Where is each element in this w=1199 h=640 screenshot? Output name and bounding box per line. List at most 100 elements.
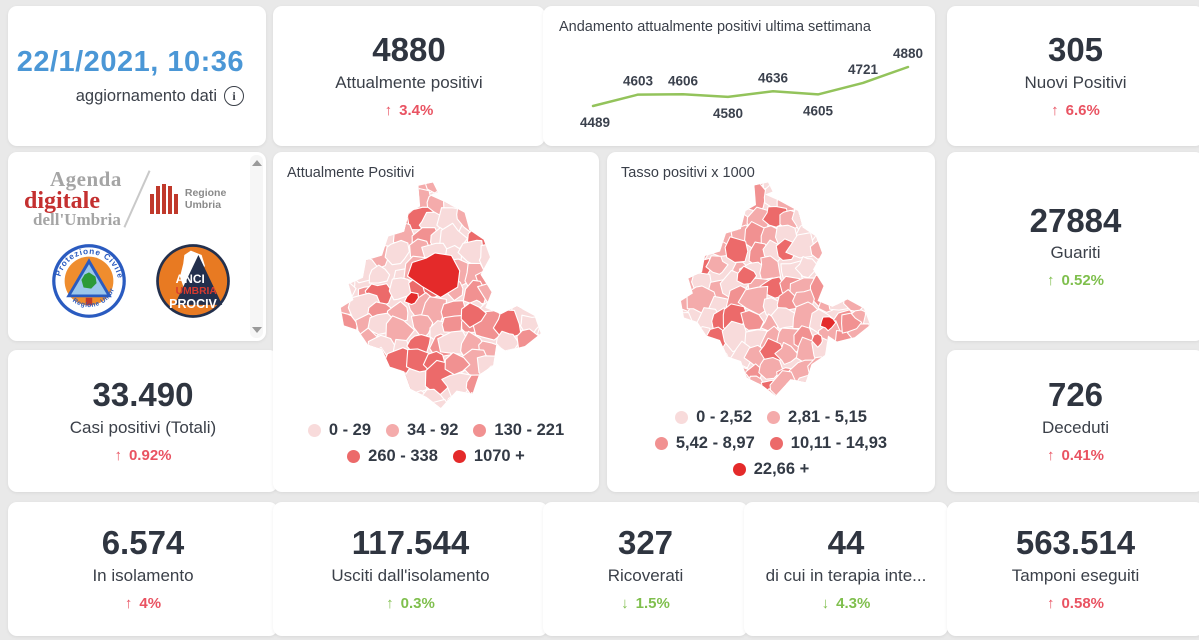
municipality-region[interactable] [531,331,562,362]
municipality-region[interactable] [690,181,709,191]
municipality-region[interactable] [712,392,734,406]
municipality-region[interactable] [711,204,737,229]
municipality-region[interactable] [314,369,342,402]
municipality-region[interactable] [482,390,503,416]
municipality-region[interactable] [514,373,536,400]
municipality-region[interactable] [819,316,837,332]
municipality-region[interactable] [705,255,729,275]
municipality-region[interactable] [722,394,748,406]
municipality-region[interactable] [754,388,785,406]
municipality-region[interactable] [696,210,718,233]
municipality-region[interactable] [462,189,486,215]
municipality-region[interactable] [833,241,854,263]
municipality-region[interactable] [846,347,871,370]
municipality-region[interactable] [338,181,363,191]
municipality-region[interactable] [671,373,693,401]
municipality-region[interactable] [724,236,749,263]
municipality-region[interactable] [351,181,375,188]
municipality-region[interactable] [684,214,713,250]
municipality-region[interactable] [712,359,733,390]
municipality-region[interactable] [357,409,379,419]
municipality-region[interactable] [785,232,816,259]
municipality-region[interactable] [476,355,498,380]
municipality-region[interactable] [517,205,541,229]
municipality-region[interactable] [370,371,393,396]
municipality-region[interactable] [826,259,860,288]
municipality-region[interactable] [794,255,819,279]
municipality-region[interactable] [501,242,523,264]
municipality-region[interactable] [334,240,356,262]
municipality-region[interactable] [852,379,870,398]
municipality-region[interactable] [476,185,501,210]
municipality-region[interactable] [335,391,356,414]
municipality-region[interactable] [658,400,673,406]
municipality-region[interactable] [710,181,737,193]
municipality-region[interactable] [694,367,713,386]
municipality-region[interactable] [496,181,523,197]
municipality-region[interactable] [539,410,562,419]
municipality-region[interactable] [862,221,891,249]
municipality-region[interactable] [315,242,340,266]
municipality-region[interactable] [535,375,560,400]
municipality-region[interactable] [496,355,523,379]
municipality-region[interactable] [830,390,855,406]
municipality-region[interactable] [351,349,384,379]
municipality-region[interactable] [511,263,540,294]
municipality-region[interactable] [445,181,471,194]
municipality-region[interactable] [534,294,562,320]
municipality-region[interactable] [865,344,887,369]
municipality-region[interactable] [501,185,532,217]
municipality-region[interactable] [662,182,686,212]
municipality-region[interactable] [745,400,765,406]
municipality-region[interactable] [314,329,345,359]
municipality-region[interactable] [530,352,557,379]
municipality-region[interactable] [848,359,870,380]
municipality-region[interactable] [321,414,342,419]
municipality-region[interactable] [865,236,893,268]
municipality-region[interactable] [323,203,347,233]
municipality-region[interactable] [317,319,337,339]
municipality-region[interactable] [863,325,892,353]
municipality-region[interactable] [430,398,455,419]
municipality-region[interactable] [659,223,679,246]
municipality-region[interactable] [315,276,340,299]
municipality-region[interactable] [353,230,376,254]
municipality-region[interactable] [806,379,834,404]
municipality-region[interactable] [863,181,893,192]
municipality-region[interactable] [530,204,558,228]
municipality-region[interactable] [671,311,693,333]
municipality-region[interactable] [676,341,698,362]
municipality-region[interactable] [861,399,887,406]
municipality-region[interactable] [311,181,339,193]
municipality-region[interactable] [461,181,486,199]
municipality-region[interactable] [333,224,364,253]
municipality-region[interactable] [332,370,354,392]
municipality-region[interactable] [314,262,334,286]
municipality-region[interactable] [694,342,719,364]
municipality-region[interactable] [785,398,803,406]
municipality-region[interactable] [740,309,765,331]
municipality-region[interactable] [774,341,800,365]
municipality-region[interactable] [832,363,858,391]
municipality-region[interactable] [705,376,735,405]
municipality-region[interactable] [691,394,718,406]
municipality-region[interactable] [672,219,694,242]
municipality-region[interactable] [535,188,557,213]
municipality-region[interactable] [793,181,822,194]
municipality-region[interactable] [842,205,865,231]
umbria-choropleth-map[interactable] [310,181,562,419]
municipality-region[interactable] [477,204,500,225]
municipality-region[interactable] [340,404,359,419]
municipality-region[interactable] [332,272,357,300]
municipality-region[interactable] [351,186,384,218]
municipality-region[interactable] [817,223,836,246]
municipality-region[interactable] [687,185,711,211]
municipality-region[interactable] [410,314,434,340]
municipality-region[interactable] [730,181,752,194]
umbria-choropleth-map[interactable] [645,181,897,406]
municipality-region[interactable] [352,207,380,234]
municipality-region[interactable] [660,181,676,190]
municipality-region[interactable] [842,393,875,406]
municipality-region[interactable] [707,188,734,213]
municipality-region[interactable] [536,316,562,340]
